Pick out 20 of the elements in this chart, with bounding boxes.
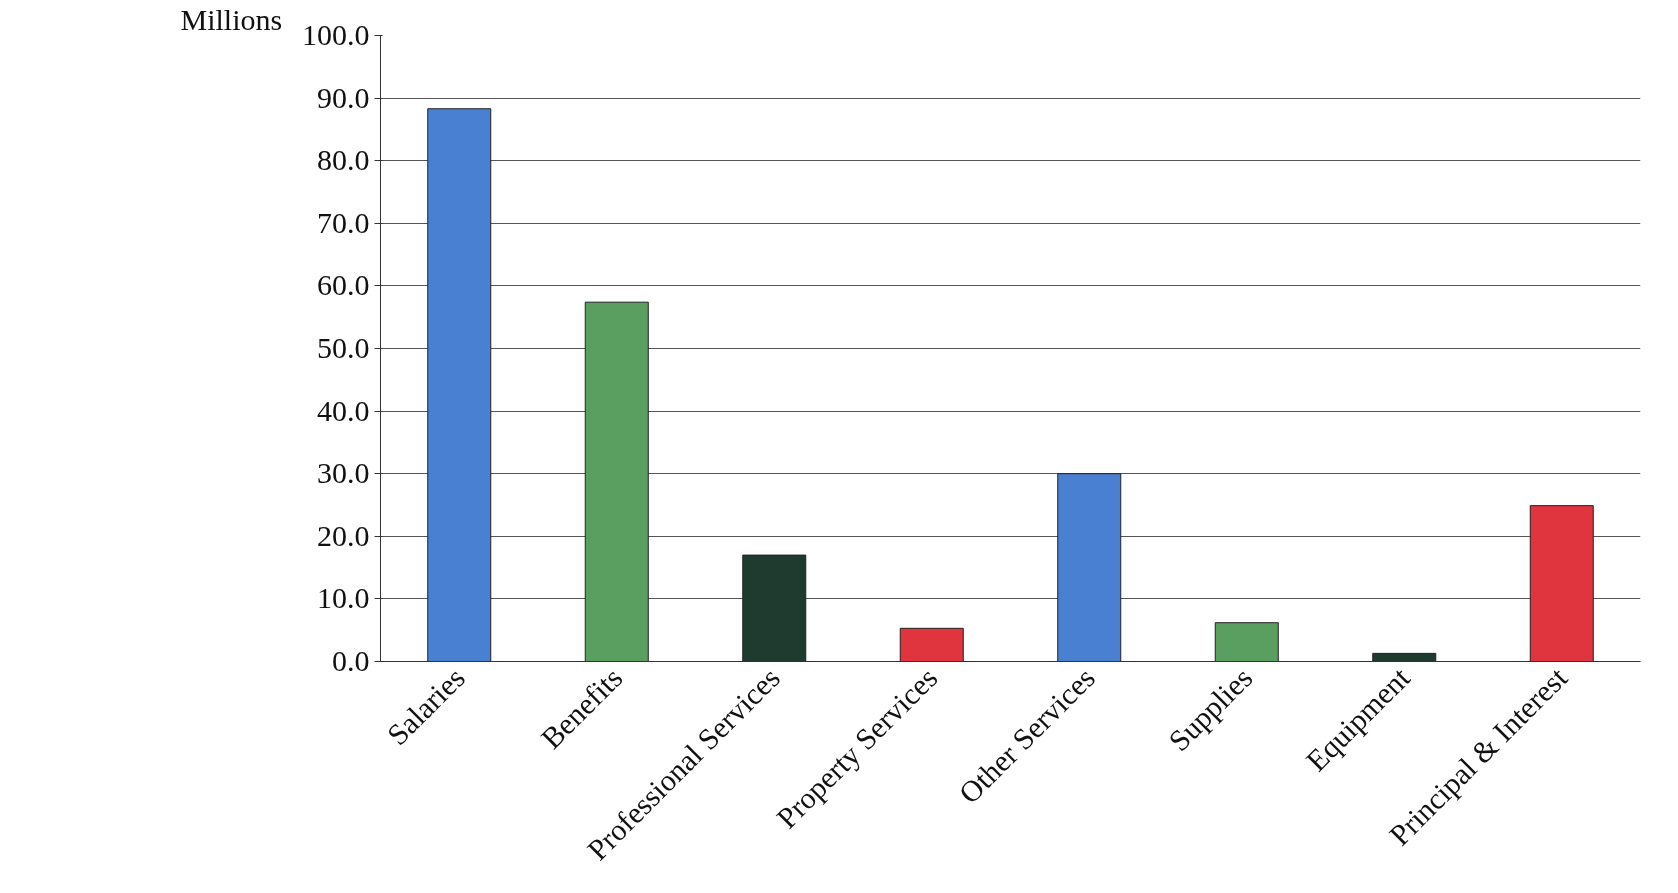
y-tick-label: 20.0	[317, 518, 370, 552]
y-tick-label: 50.0	[317, 331, 370, 364]
y-tick-label: 30.0	[317, 456, 370, 490]
bar	[427, 108, 492, 662]
bar	[1529, 505, 1594, 662]
bar	[1372, 652, 1437, 662]
y-axis-title: Millions	[180, 2, 283, 36]
y-tick-label: 60.0	[317, 268, 370, 302]
y-tick-label: 0.0	[332, 644, 370, 677]
y-tick-label: 10.0	[317, 581, 370, 615]
bar	[742, 554, 807, 662]
bar	[899, 627, 964, 662]
y-tick-label: 40.0	[317, 393, 370, 427]
y-tick-label: 80.0	[317, 143, 370, 177]
bar	[584, 301, 649, 662]
bar	[1214, 622, 1279, 662]
y-tick-label: 90.0	[317, 80, 370, 114]
bar	[1057, 473, 1122, 662]
y-tick-label: 70.0	[317, 205, 370, 239]
y-tick-label: 100.0	[302, 18, 370, 51]
